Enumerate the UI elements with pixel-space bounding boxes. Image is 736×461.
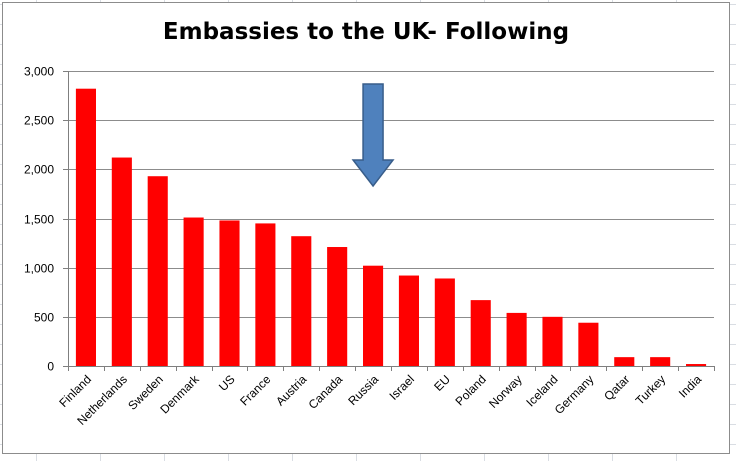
bar-russia[interactable] [363, 265, 384, 366]
bar-denmark[interactable] [183, 217, 204, 366]
x-tick-label: Denmark [157, 372, 202, 417]
x-tick-label: Norway [486, 372, 525, 411]
bar-germany[interactable] [578, 322, 599, 366]
bar-france[interactable] [255, 223, 276, 366]
y-tick-label: 500 [34, 311, 54, 325]
bar-turkey[interactable] [650, 357, 671, 366]
bar-finland[interactable] [75, 88, 96, 366]
bar-austria[interactable] [291, 236, 312, 366]
x-tick-label: Turkey [633, 372, 669, 408]
x-tick-label: Russia [345, 372, 381, 408]
x-tick-label: EU [431, 372, 453, 394]
bar-israel[interactable] [398, 275, 419, 366]
x-tick-label: India [676, 372, 705, 401]
x-tick-label: Germany [552, 372, 597, 417]
y-tick-label: 0 [47, 360, 54, 374]
bar-poland[interactable] [470, 300, 491, 366]
y-tick-label: 2,000 [24, 163, 54, 177]
bar-canada[interactable] [327, 247, 348, 366]
x-tick-label: Austria [273, 372, 310, 409]
bar-netherlands[interactable] [111, 157, 132, 366]
x-tick-label: Qatar [601, 372, 632, 403]
x-tick-label: US [216, 372, 238, 394]
annotation-layer [351, 83, 395, 188]
y-tick-label: 2,500 [24, 114, 54, 128]
down-arrow-icon[interactable] [351, 83, 395, 188]
bar-india[interactable] [686, 364, 707, 366]
x-tick-label: Poland [453, 372, 489, 408]
chart-title: Embassies to the UK- Following [162, 19, 570, 45]
y-tick-label: 3,000 [24, 65, 54, 79]
y-tick-label: 1,000 [24, 262, 54, 276]
x-tick-label: Israel [386, 372, 417, 403]
x-tick-label: France [237, 372, 274, 409]
bar-sweden[interactable] [147, 176, 168, 366]
bar-qatar[interactable] [614, 357, 635, 366]
y-axis-tick-labels: 0 500 1,000 1,500 2,000 2,500 3,000 [24, 65, 54, 374]
y-tick-label: 1,500 [24, 213, 54, 227]
bar-norway[interactable] [506, 312, 527, 366]
bar-iceland[interactable] [542, 316, 563, 366]
x-tick-label: Canada [306, 372, 346, 412]
bars [75, 88, 707, 366]
bar-us[interactable] [219, 220, 240, 366]
bar-eu[interactable] [434, 278, 455, 366]
